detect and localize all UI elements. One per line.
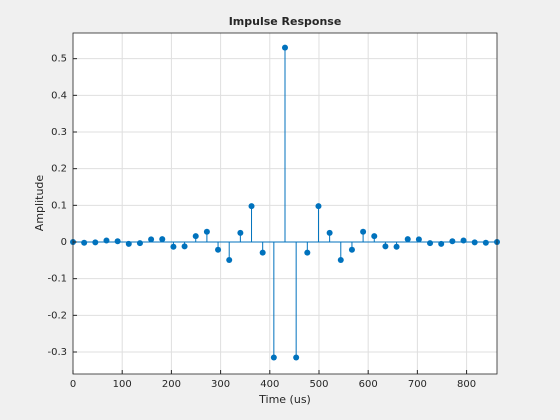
y-tick-label: 0.5 — [51, 54, 67, 65]
stem-marker — [315, 203, 322, 210]
y-axis-label: Amplitude — [33, 175, 46, 232]
y-tick-label: -0.1 — [47, 274, 67, 285]
stem-marker — [114, 238, 121, 245]
stem-marker — [170, 243, 177, 250]
x-tick-label: 200 — [162, 379, 181, 390]
x-tick-label: 300 — [211, 379, 230, 390]
x-axis-label: Time (us) — [258, 393, 311, 406]
stem-marker — [203, 228, 210, 235]
stem-marker — [482, 239, 489, 246]
stem-marker — [226, 256, 233, 263]
stem-marker — [81, 239, 88, 246]
stem-marker — [382, 243, 389, 250]
x-tick-label: 800 — [457, 379, 476, 390]
stem-marker — [427, 240, 434, 247]
stem-marker — [282, 44, 288, 51]
stem-marker — [259, 249, 266, 256]
axes-box — [72, 32, 498, 375]
y-tick-label: 0.1 — [51, 200, 67, 211]
stem-marker — [438, 240, 445, 247]
stem-marker — [304, 249, 311, 256]
stem-marker — [136, 240, 143, 247]
stem-marker — [148, 236, 155, 243]
stem-marker — [237, 229, 244, 236]
stem-marker — [248, 203, 255, 210]
stem-marker — [293, 354, 300, 361]
y-tick-label: 0 — [61, 237, 67, 248]
stem-marker — [125, 240, 132, 247]
y-tick-label: -0.2 — [47, 310, 67, 321]
stem-marker — [449, 238, 456, 245]
stem-marker — [159, 236, 166, 243]
stem-marker — [192, 233, 199, 240]
x-tick-label: 600 — [359, 379, 378, 390]
y-tick-label: 0.3 — [51, 127, 67, 138]
stem-marker — [393, 243, 400, 250]
stem-marker — [103, 237, 110, 244]
stem-marker — [326, 229, 333, 236]
stem-marker — [337, 256, 344, 263]
y-tick-label: -0.3 — [47, 347, 67, 358]
stem-marker — [404, 236, 411, 243]
stem-marker — [181, 243, 188, 250]
stem-marker — [360, 228, 367, 235]
x-tick-label: 400 — [260, 379, 279, 390]
stem-marker — [348, 246, 355, 253]
stem-marker — [92, 239, 99, 246]
x-tick-label: 100 — [113, 379, 132, 390]
y-tick-label: 0.2 — [51, 164, 67, 175]
x-tick-label: 0 — [70, 379, 76, 390]
stem-marker — [215, 246, 222, 253]
x-tick-label: 500 — [309, 379, 328, 390]
stem-marker — [415, 236, 422, 243]
stem-marker — [460, 237, 467, 244]
stem-marker — [270, 354, 277, 361]
y-tick-label: 0.4 — [51, 90, 67, 101]
stem-marker — [471, 239, 478, 246]
chart-title: Impulse Response — [229, 15, 342, 28]
stem-marker — [371, 233, 378, 240]
x-tick-label: 700 — [408, 379, 427, 390]
